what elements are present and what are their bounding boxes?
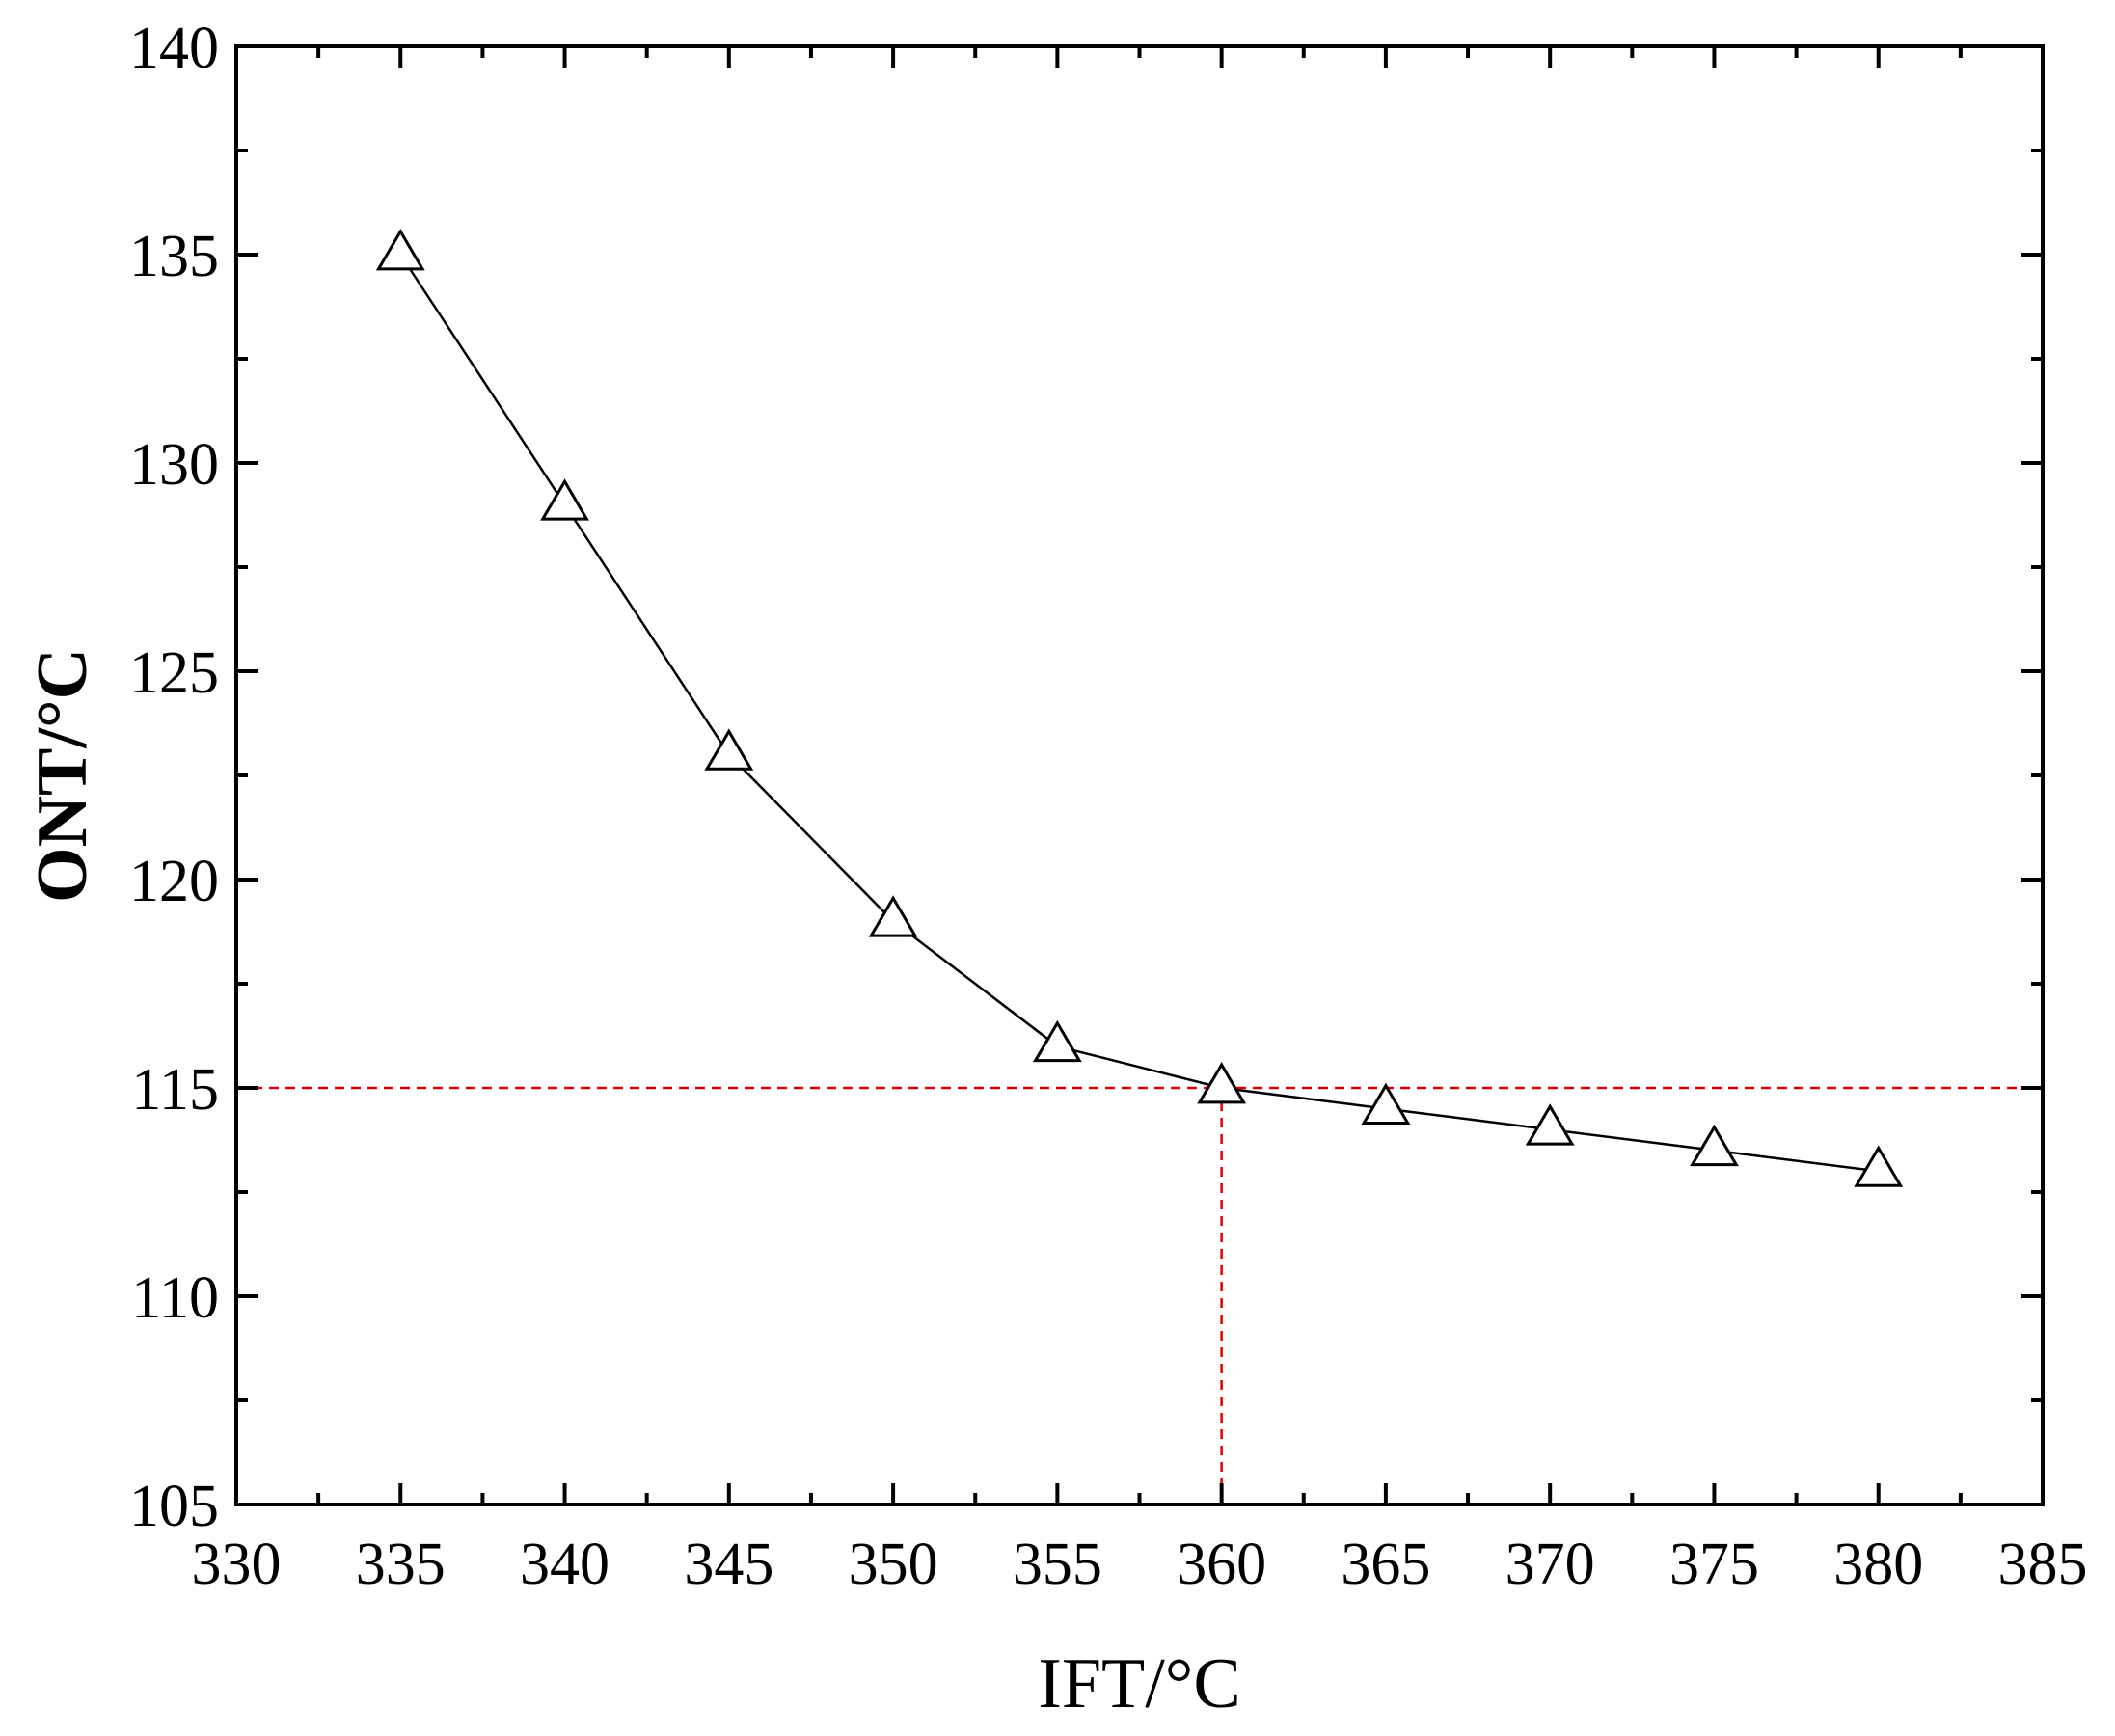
data-point-triangle (704, 728, 754, 771)
reference-lines (236, 1086, 2043, 1505)
axis-ticks (234, 44, 2045, 1506)
x-axis-title: IFT/°C (1038, 1644, 1241, 1723)
plot-border (234, 44, 2045, 1506)
y-tick-label: 105 (129, 1474, 219, 1539)
data-series (375, 229, 1904, 1187)
y-tick-label: 120 (129, 849, 219, 914)
y-tick-label: 140 (129, 15, 219, 81)
x-tick-label: 375 (1669, 1532, 1759, 1597)
x-tick-label: 385 (1998, 1532, 2088, 1597)
data-point-triangle (868, 895, 918, 937)
y-axis-title: ONT/°C (23, 648, 102, 903)
x-tick-label: 360 (1177, 1532, 1266, 1597)
data-point-triangle (1197, 1062, 1247, 1104)
data-point-triangle (1361, 1082, 1411, 1125)
y-tick-label: 110 (131, 1265, 219, 1331)
x-tick-label: 340 (520, 1532, 610, 1597)
y-tick-label: 135 (129, 224, 219, 289)
x-tick-label: 350 (849, 1532, 938, 1597)
data-point-triangle (1854, 1145, 1904, 1187)
x-tick-label: 365 (1341, 1532, 1430, 1597)
data-point-triangle (1525, 1103, 1575, 1146)
data-point-triangle (1690, 1124, 1739, 1167)
y-tick-label: 115 (131, 1057, 219, 1123)
x-tick-label: 330 (192, 1532, 282, 1597)
x-tick-label: 355 (1013, 1532, 1102, 1597)
x-tick-label: 335 (356, 1532, 446, 1597)
y-tick-label: 130 (129, 432, 219, 498)
data-point-triangle (540, 478, 589, 521)
tick-labels: 330 335 340 345 350 355 360 365 370 375 380 385 105 1… (129, 15, 2088, 1597)
x-tick-label: 345 (684, 1532, 773, 1597)
y-tick-label: 125 (129, 640, 219, 706)
x-tick-label: 370 (1505, 1532, 1595, 1597)
data-point-triangle (375, 229, 425, 271)
data-point-triangle (1032, 1019, 1082, 1063)
series-line (399, 254, 1879, 1173)
x-tick-label: 380 (1833, 1532, 1923, 1597)
plot-frame (234, 44, 2045, 1506)
